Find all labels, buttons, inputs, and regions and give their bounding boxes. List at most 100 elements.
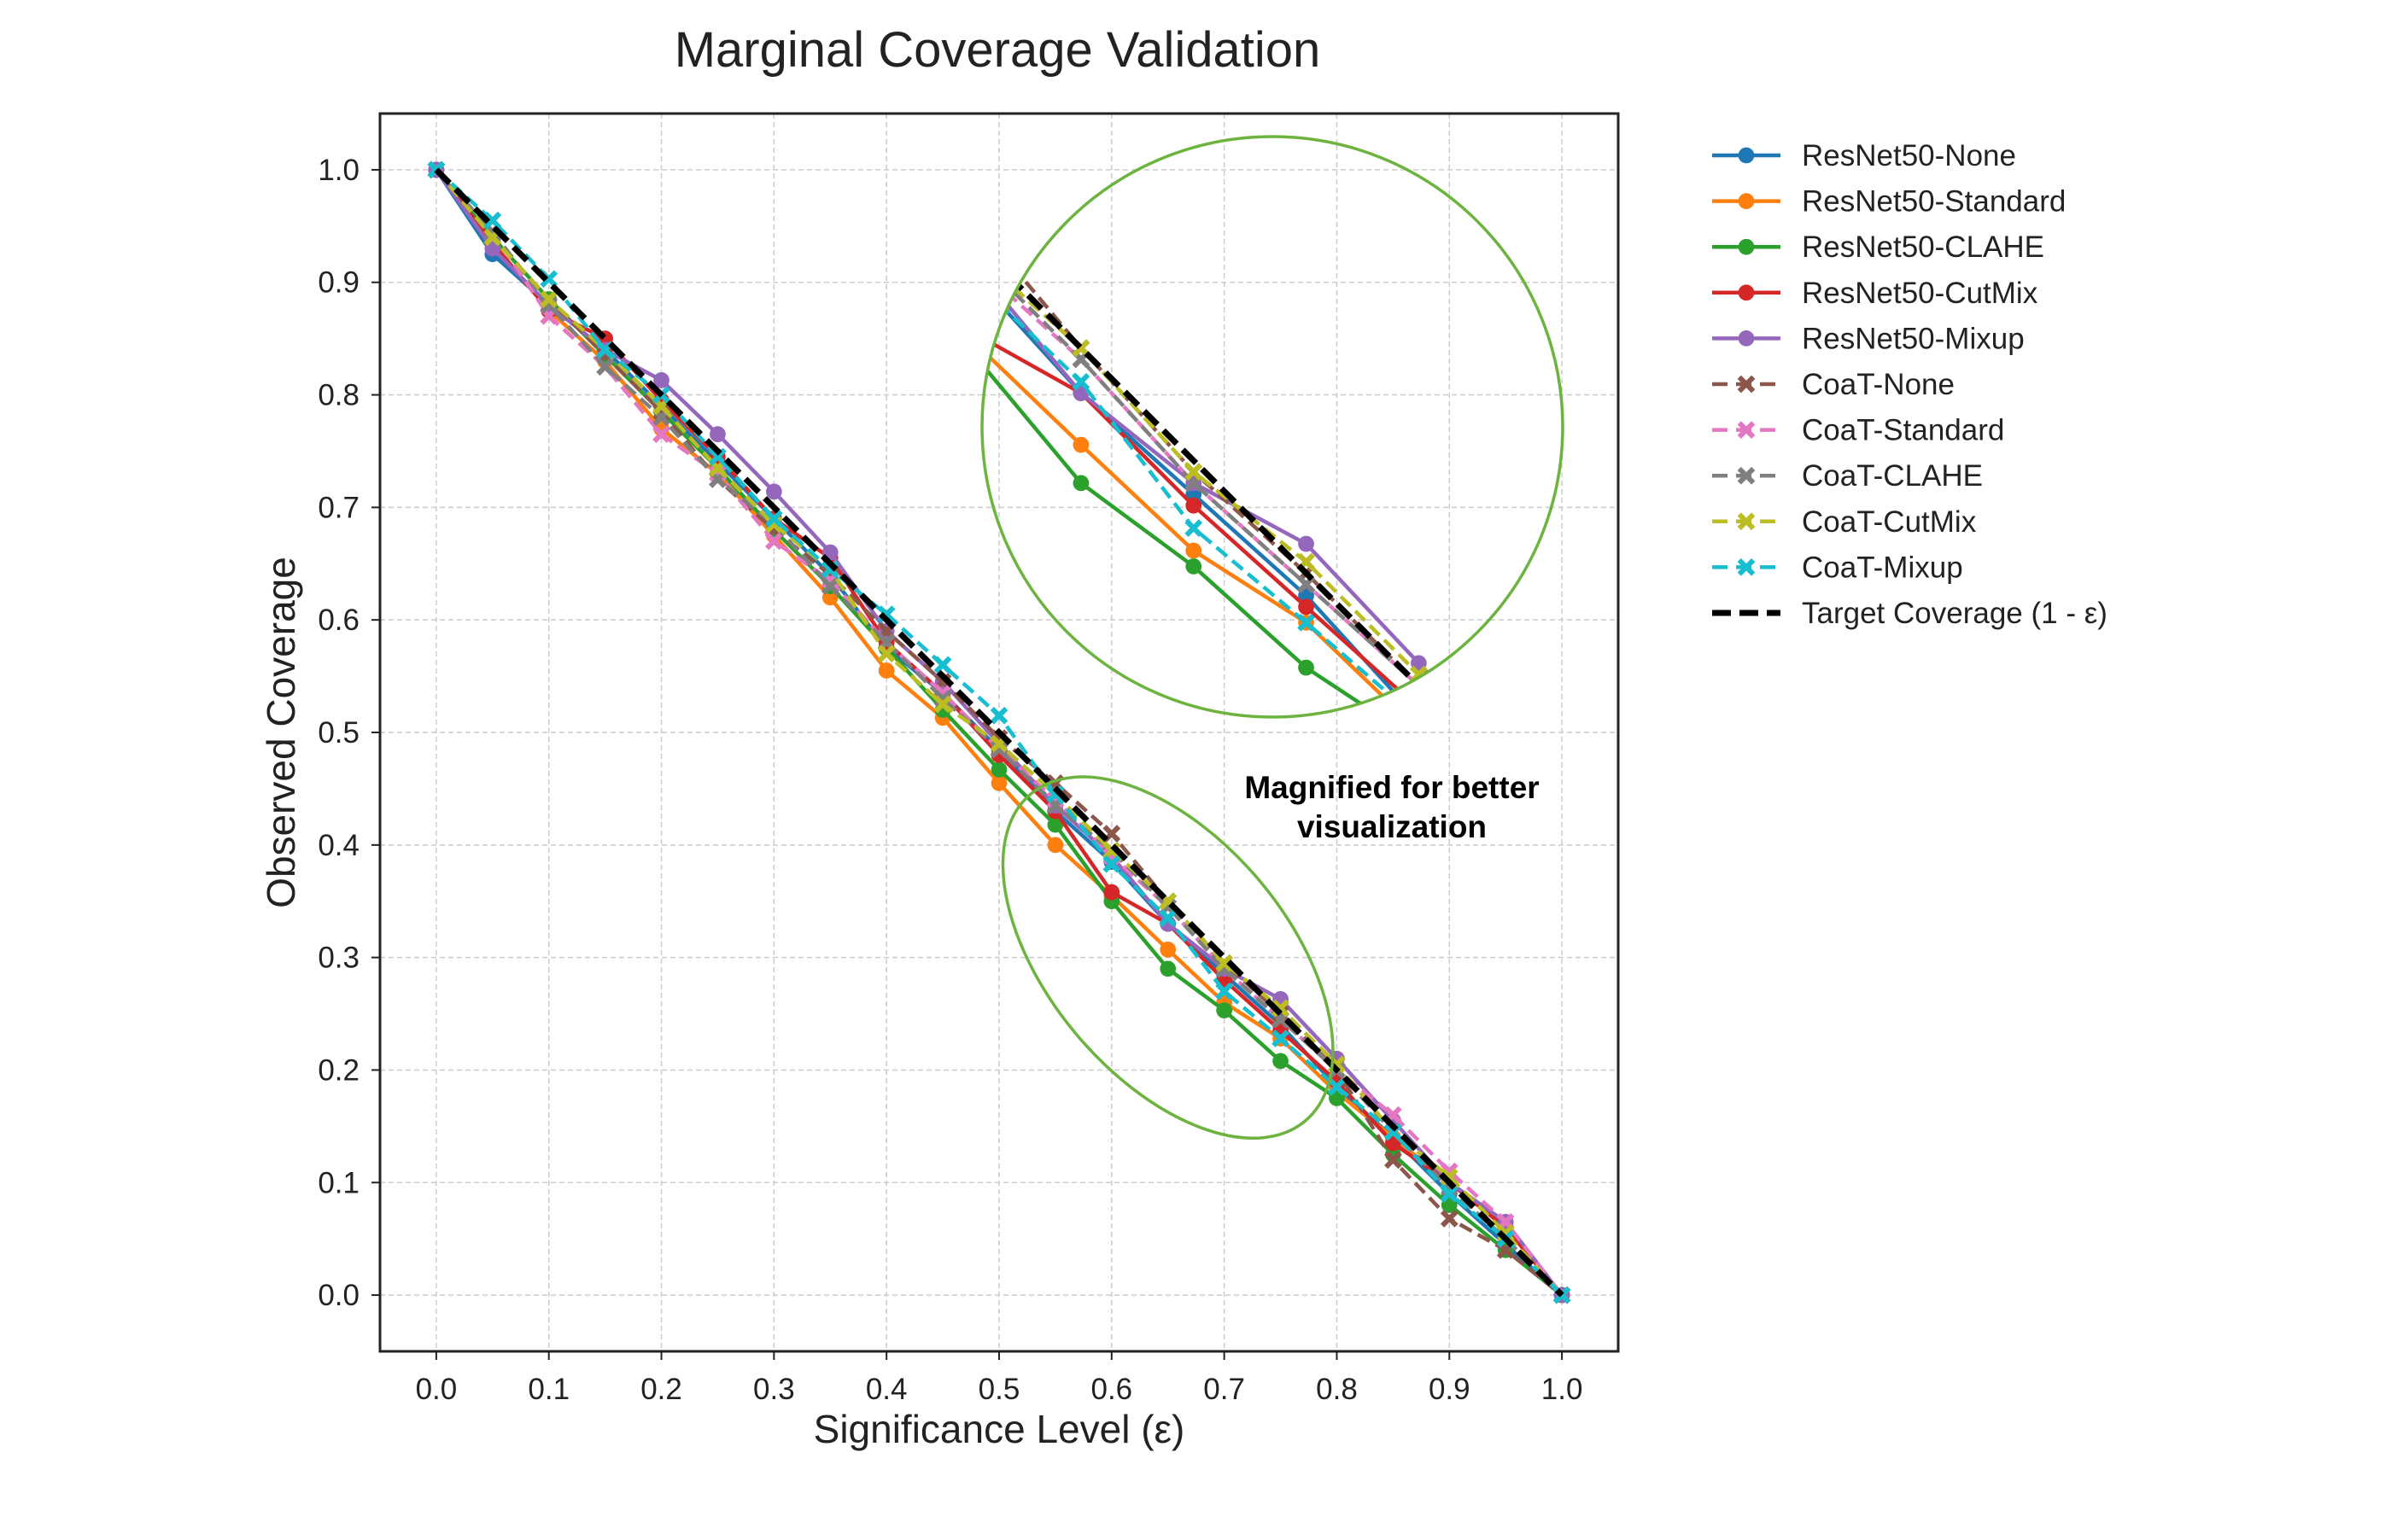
data-point — [1637, 926, 1651, 941]
data-point — [1636, 925, 1652, 942]
data-point — [764, 532, 783, 551]
data-point — [990, 740, 1008, 759]
y-tick-label: 0.1 — [318, 1166, 360, 1199]
inset-series — [735, 77, 1877, 1144]
annotation-text: visualization — [1297, 809, 1487, 844]
y-tick-label: 0.3 — [318, 942, 360, 975]
data-point — [1862, 1129, 1876, 1143]
data-point — [1271, 1030, 1289, 1047]
data-point — [962, 266, 976, 281]
data-point — [1636, 902, 1652, 919]
data-point — [961, 261, 977, 277]
zoom-source-ellipse — [1001, 775, 1335, 1140]
x-tick-label: 0.7 — [1203, 1373, 1245, 1406]
data-point — [849, 127, 863, 142]
data-point — [849, 127, 863, 142]
legend-label: CoaT-Standard — [1802, 414, 2004, 447]
legend-item: CoaT-CutMix — [1712, 505, 1977, 539]
legend-item: CoaT-Standard — [1712, 414, 2004, 447]
data-point — [1523, 847, 1540, 863]
legend: ResNet50-None ResNet50-Standard ResNet50-C… — [1712, 139, 2107, 630]
data-point — [1748, 993, 1764, 1009]
data-point — [1748, 1038, 1764, 1054]
data-point — [962, 206, 976, 219]
data-point — [1102, 855, 1121, 873]
series-line — [435, 168, 1564, 1297]
y-tick-label: 0.7 — [318, 491, 360, 524]
data-point — [1737, 421, 1756, 439]
data-point — [1409, 710, 1428, 717]
legend-item: ResNet50-None — [1712, 139, 2016, 172]
data-point — [652, 402, 670, 421]
data-point — [1637, 976, 1651, 990]
x-tick-label: 0.1 — [528, 1373, 570, 1406]
data-point — [1160, 942, 1177, 958]
data-point — [1184, 463, 1203, 481]
y-tick-label: 0.4 — [318, 829, 360, 862]
data-point — [1738, 147, 1755, 164]
data-point — [735, 77, 751, 93]
y-tick-label: 0.2 — [318, 1053, 360, 1087]
legend-label: Target Coverage (1 - ε) — [1802, 597, 2107, 630]
data-point — [961, 329, 977, 345]
data-point — [1861, 1128, 1877, 1144]
data-point — [878, 662, 895, 679]
data-point — [1298, 659, 1314, 676]
data-point — [1298, 535, 1314, 552]
data-point — [990, 706, 1008, 725]
x-tick-label: 0.9 — [1429, 1373, 1470, 1406]
data-point — [1215, 982, 1234, 1000]
legend-item: CoaT-Mixup — [1712, 551, 1963, 584]
data-point — [652, 425, 670, 444]
data-point — [848, 187, 864, 203]
data-point — [1047, 837, 1064, 854]
data-point — [653, 372, 669, 388]
data-point — [1440, 1185, 1459, 1203]
series-line — [434, 167, 1564, 1298]
legend-label: CoaT-CLAHE — [1802, 459, 1983, 493]
data-point — [933, 695, 952, 714]
data-point — [1862, 1129, 1876, 1143]
data-point — [1750, 1005, 1764, 1019]
data-point — [962, 240, 976, 254]
legend-label: ResNet50-CLAHE — [1802, 230, 2044, 264]
chart-title: Marginal Coverage Validation — [675, 22, 1321, 78]
y-tick-labels: 0.0 0.1 0.2 0.3 0.4 0.5 0.6 0.7 0.8 0.9 1.0 — [318, 154, 380, 1312]
data-point — [1748, 982, 1764, 998]
data-point — [1637, 915, 1651, 930]
data-point — [1750, 1016, 1764, 1030]
legend-item: ResNet50-Standard — [1712, 185, 2066, 219]
annotation: Magnified for better visualization — [1244, 770, 1539, 844]
data-point — [765, 483, 782, 500]
data-point — [1861, 1128, 1877, 1144]
legend-item: CoaT-CLAHE — [1712, 459, 1983, 493]
data-point — [1523, 813, 1540, 829]
data-point — [710, 426, 726, 443]
x-tick-label: 0.8 — [1316, 1373, 1358, 1406]
data-point — [1383, 1151, 1402, 1170]
data-point — [1637, 892, 1651, 907]
data-point — [1738, 193, 1755, 209]
series-target-coverage-1- — [434, 167, 1564, 1298]
data-point — [1636, 948, 1652, 964]
data-point — [848, 228, 864, 244]
data-point — [1737, 512, 1756, 531]
data-point — [1862, 1129, 1876, 1143]
data-point — [1738, 238, 1755, 255]
y-tick-label: 0.6 — [318, 604, 360, 637]
data-point — [961, 322, 977, 338]
y-tick-label: 0.0 — [318, 1279, 360, 1312]
data-point — [848, 160, 864, 176]
data-point — [1738, 284, 1755, 301]
data-point — [709, 464, 727, 483]
data-point — [849, 138, 863, 153]
data-point — [821, 577, 839, 596]
data-point — [1636, 902, 1652, 919]
annotation-text: Magnified for better — [1244, 770, 1539, 805]
data-point — [1103, 884, 1120, 901]
y-tick-label: 0.8 — [318, 379, 360, 412]
legend-label: ResNet50-Standard — [1802, 185, 2066, 219]
legend-item: CoaT-None — [1712, 368, 1955, 401]
data-point — [1750, 1039, 1764, 1053]
